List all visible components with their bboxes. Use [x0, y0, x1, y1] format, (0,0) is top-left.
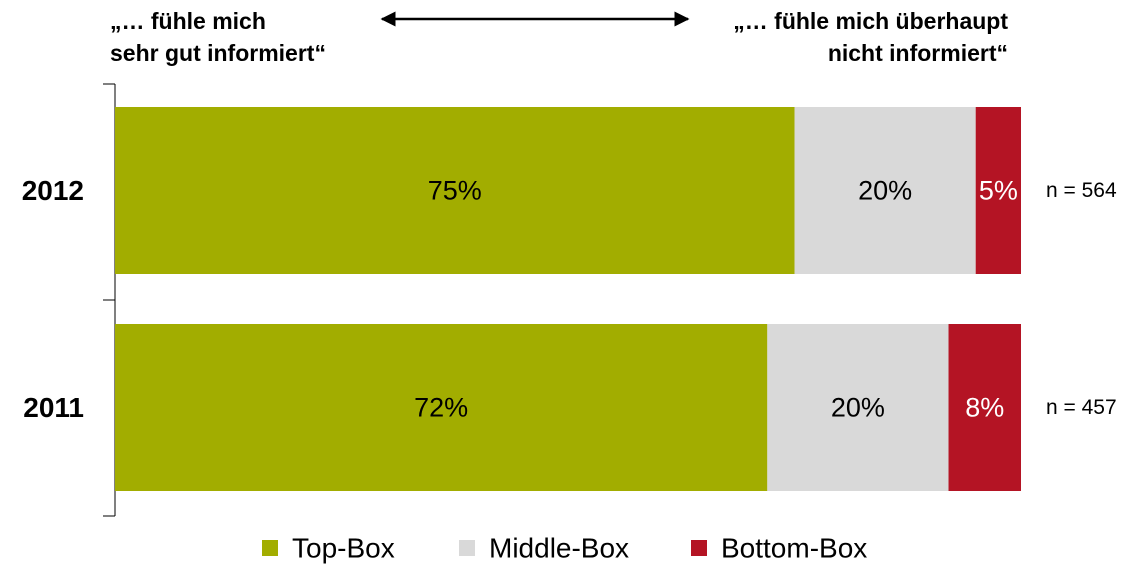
category-axis	[103, 83, 116, 517]
right-annotation-line1: „… fühle mich überhaupt	[733, 8, 1008, 34]
data-label-bottom-box-2011: 8%	[965, 393, 1004, 423]
data-label-middle-box-2011: 20%	[831, 393, 885, 423]
bar-segment-middle-box-2012	[794, 107, 976, 274]
data-label-top-box-2012: 75%	[428, 176, 482, 206]
left-annotation-line1: „… fühle mich	[110, 8, 266, 34]
bar-segment-bottom-box-2011	[948, 324, 1021, 491]
legend-label-top-box: Top-Box	[292, 533, 395, 564]
legend-label-bottom-box: Bottom-Box	[721, 533, 867, 564]
bars-group: 2012 75% 20% 5% n = 564 2011 72% 20% 8% n = 457	[22, 107, 1117, 491]
legend-label-middle-box: Middle-Box	[489, 533, 629, 564]
legend: Top-Box Middle-Box Bottom-Box	[262, 533, 867, 564]
legend-swatch-top-box	[262, 540, 278, 556]
bar-segment-middle-box-2011	[767, 324, 949, 491]
right-annotation-line2: nicht informiert“	[828, 40, 1008, 66]
data-label-middle-box-2012: 20%	[858, 176, 912, 206]
category-label-2011: 2011	[23, 392, 84, 423]
category-label-2012: 2012	[22, 175, 84, 206]
bar-segment-top-box-2011	[115, 324, 768, 491]
bar-segment-bottom-box-2012	[975, 107, 1021, 274]
data-label-bottom-box-2012: 5%	[979, 176, 1018, 206]
left-annotation-line2: sehr gut informiert“	[110, 40, 326, 66]
bar-segment-top-box-2012	[115, 107, 795, 274]
data-label-top-box-2011: 72%	[414, 393, 468, 423]
sample-size-label-2012: n = 564	[1046, 179, 1117, 202]
sample-size-label-2011: n = 457	[1046, 396, 1117, 419]
legend-swatch-middle-box	[459, 540, 475, 556]
legend-swatch-bottom-box	[691, 540, 707, 556]
